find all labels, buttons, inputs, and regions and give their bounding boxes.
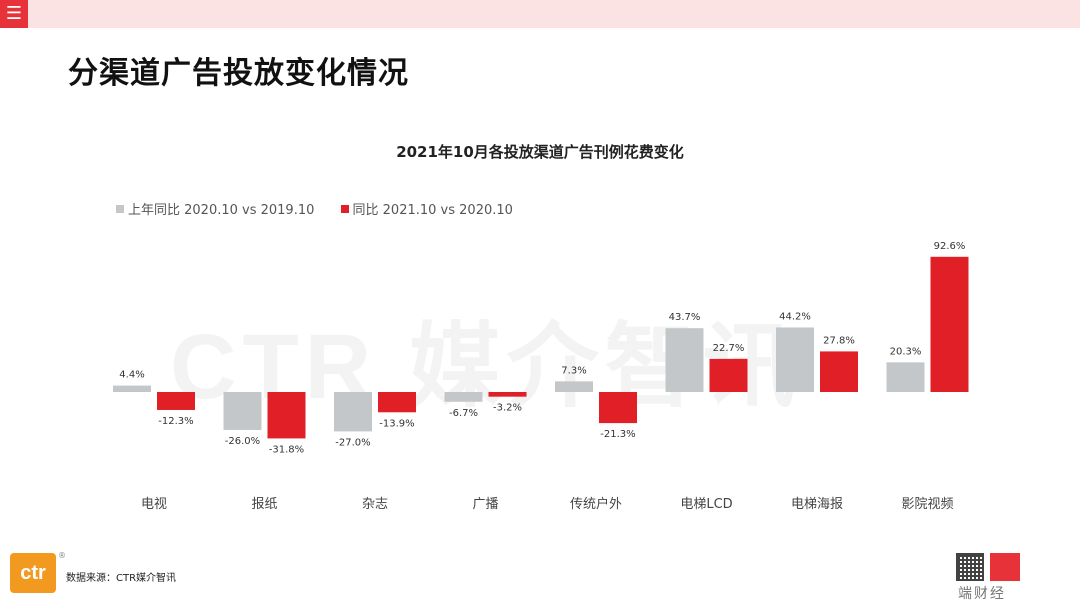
bar-label-1-5: 43.7% [669, 312, 701, 323]
category-label-0: 电视 [141, 497, 167, 512]
bar-1-0 [113, 385, 151, 392]
category-label-1: 报纸 [251, 497, 277, 512]
data-source: 数据来源：CTR媒介智讯 [66, 573, 177, 584]
bar-label-2-7: 92.6% [934, 241, 966, 252]
category-label-5: 电梯LCD [680, 497, 732, 512]
bar-label-2-5: 22.7% [713, 343, 745, 354]
bar-1-7 [886, 362, 925, 392]
legend-label-series1: 上年同比 2020.10 vs 2019.10 [128, 203, 315, 218]
bar-2-7 [930, 256, 969, 392]
page-title: 分渠道广告投放变化情况 [68, 56, 409, 91]
bar-2-3 [488, 392, 527, 397]
category-label-7: 影院视频 [901, 497, 953, 512]
bar-label-1-1: -26.0% [225, 436, 260, 447]
bar-2-2 [378, 392, 416, 413]
bar-label-2-4: -21.3% [600, 429, 635, 440]
legend-swatch-series2 [340, 204, 349, 213]
bar-label-1-7: 20.3% [890, 346, 922, 357]
brand-red-square [990, 553, 1020, 581]
chart-title: 2021年10月各投放渠道广告刊例花费变化 [396, 143, 684, 161]
bar-2-5 [709, 358, 748, 392]
bar-label-1-3: -6.7% [449, 408, 478, 419]
category-label-2: 杂志 [362, 497, 388, 512]
bar-label-2-0: -12.3% [158, 416, 193, 427]
bar-label-2-2: -13.9% [379, 418, 414, 429]
category-label-6: 电梯海报 [791, 497, 843, 512]
bar-1-6 [776, 327, 814, 392]
bar-label-2-6: 27.8% [823, 335, 855, 346]
bar-2-6 [820, 351, 858, 392]
bar-2-0 [157, 392, 195, 410]
category-label-4: 传统户外 [570, 496, 622, 512]
legend-item-series2: 同比 2021.10 vs 2020.10 [340, 199, 513, 218]
top-bar: ☰ [0, 0, 1080, 28]
bar-1-2 [334, 392, 372, 432]
legend-label-series2: 同比 2021.10 vs 2020.10 [352, 203, 513, 218]
bar-2-1 [267, 392, 306, 439]
category-label-3: 广播 [472, 497, 498, 512]
bar-label-2-1: -31.8% [269, 444, 304, 455]
chart-legend: 上年同比 2020.10 vs 2019.10 同比 2021.10 vs 20… [116, 199, 535, 218]
brand-text: 端财经 [958, 586, 1006, 602]
bar-label-1-2: -27.0% [335, 437, 370, 448]
bar-label-1-6: 44.2% [779, 311, 811, 322]
bar-1-1 [223, 392, 262, 430]
bar-1-5 [665, 328, 704, 392]
bar-2-4 [599, 392, 637, 424]
bar-label-1-0: 4.4% [119, 370, 144, 381]
bar-label-1-4: 7.3% [561, 365, 586, 376]
bar-1-3 [444, 392, 483, 402]
qr-code-icon [956, 553, 984, 581]
bar-1-4 [555, 381, 593, 392]
logo-registered-mark: ® [58, 551, 66, 560]
legend-item-series1: 上年同比 2020.10 vs 2019.10 [116, 199, 314, 218]
menu-icon[interactable]: ☰ [0, 0, 28, 28]
bar-label-2-3: -3.2% [493, 403, 522, 414]
ctr-logo: ctr [10, 553, 56, 593]
legend-swatch-series1 [116, 204, 124, 213]
